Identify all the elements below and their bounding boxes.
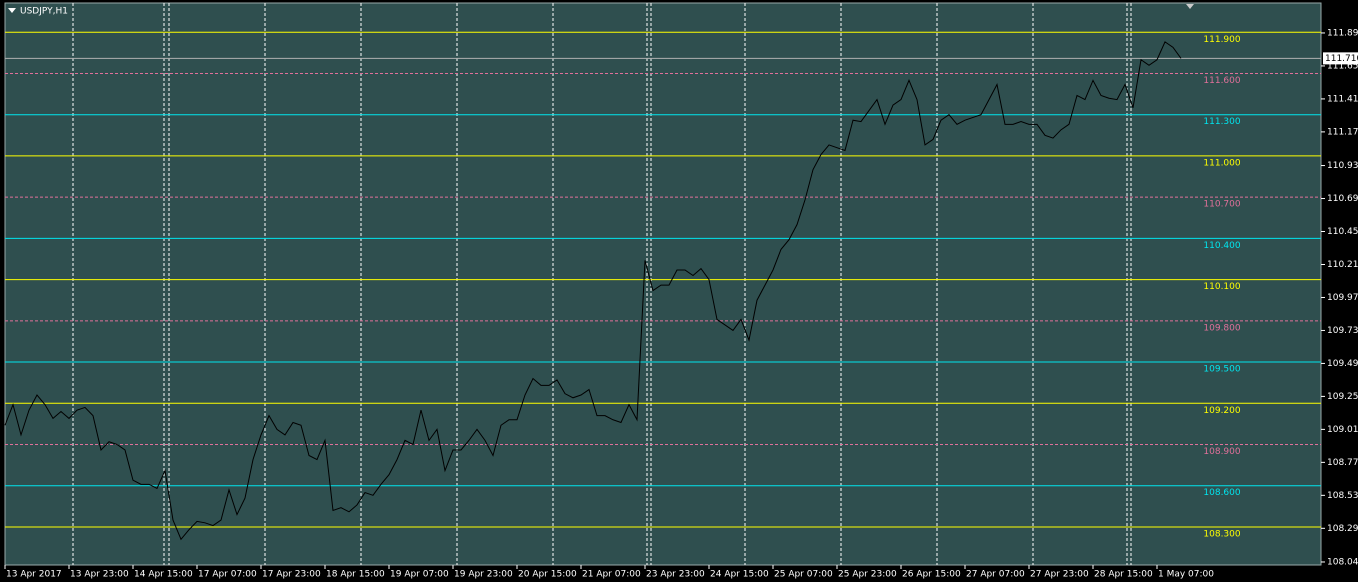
last-price-box xyxy=(1323,52,1358,65)
level-label: 111.300 xyxy=(1203,117,1240,127)
level-label: 108.600 xyxy=(1203,488,1240,498)
level-label: 108.300 xyxy=(1203,529,1240,539)
x-tick-label: 25 Apr 23:00 xyxy=(838,570,897,580)
y-tick-label: 110.45 xyxy=(1327,227,1358,237)
x-tick-label: 23 Apr 23:00 xyxy=(646,570,705,580)
x-tick-label: 14 Apr 15:00 xyxy=(134,570,193,580)
y-tick-label: 110.69 xyxy=(1327,194,1358,204)
y-tick-label: 109.970 xyxy=(1327,293,1358,303)
shift-marker xyxy=(1186,4,1194,9)
x-tick-label: 26 Apr 15:00 xyxy=(902,570,961,580)
level-label: 109.200 xyxy=(1203,406,1240,416)
y-tick-label: 108.530 xyxy=(1327,491,1358,501)
y-tick-label: 111.655 xyxy=(1327,61,1358,71)
level-label: 108.900 xyxy=(1203,447,1240,457)
y-tick-label: 108.290 xyxy=(1327,524,1358,534)
x-tick-label: 17 Apr 07:00 xyxy=(198,570,257,580)
level-label: 111.600 xyxy=(1203,76,1240,86)
last-price-label: 111.710 xyxy=(1325,54,1358,64)
y-tick-label: 109.250 xyxy=(1327,392,1358,402)
level-label: 110.700 xyxy=(1203,200,1240,210)
x-tick-label: 27 Apr 07:00 xyxy=(966,570,1025,580)
x-tick-label: 28 Apr 15:00 xyxy=(1094,570,1153,580)
x-tick-label: 20 Apr 15:00 xyxy=(518,570,577,580)
y-tick-label: 108.770 xyxy=(1327,458,1358,468)
y-tick-label: 109.490 xyxy=(1327,359,1358,369)
x-tick-label: 19 Apr 23:00 xyxy=(454,570,513,580)
y-tick-label: 108.045 xyxy=(1327,557,1358,567)
x-tick-label: 19 Apr 07:00 xyxy=(390,570,449,580)
levels: 111.900 111.600 111.300 111.000 110.700 110.4… xyxy=(5,31,1321,539)
x-tick-label: 1 May 07:00 xyxy=(1158,570,1214,580)
menu-arrow[interactable] xyxy=(8,8,16,13)
price-line xyxy=(4,41,1182,541)
y-tick-label: 109.010 xyxy=(1327,425,1358,435)
day-separators xyxy=(72,3,1132,565)
x-tick-label: 27 Apr 23:00 xyxy=(1030,570,1089,580)
x-tick-label: 13 Apr 2017 xyxy=(6,570,62,580)
x-tick-label: 21 Apr 07:00 xyxy=(582,570,641,580)
level-label: 110.400 xyxy=(1203,241,1240,251)
x-tick-label: 25 Apr 07:00 xyxy=(774,570,833,580)
chart-title: USDJPY,H1 xyxy=(20,7,68,17)
level-label: 111.900 xyxy=(1203,35,1240,45)
level-label: 110.100 xyxy=(1203,282,1240,292)
y-tick-label: 111.175 xyxy=(1327,127,1358,137)
y-tick-label: 109.730 xyxy=(1327,326,1358,336)
y-tick-label: 111.415 xyxy=(1327,94,1358,104)
level-label: 109.500 xyxy=(1203,365,1240,375)
y-tick-label: 111.895 xyxy=(1327,28,1358,38)
level-label: 109.800 xyxy=(1203,323,1240,333)
y-tick-label: 110.210 xyxy=(1327,260,1358,270)
x-tick-label: 18 Apr 15:00 xyxy=(326,570,385,580)
y-tick-label: 110.930 xyxy=(1327,161,1358,171)
x-tick-label: 24 Apr 15:00 xyxy=(710,570,769,580)
x-tick-label: 17 Apr 23:00 xyxy=(262,570,321,580)
plot-area xyxy=(4,2,1322,566)
level-label: 111.000 xyxy=(1203,158,1240,168)
x-tick-label: 13 Apr 23:00 xyxy=(70,570,129,580)
